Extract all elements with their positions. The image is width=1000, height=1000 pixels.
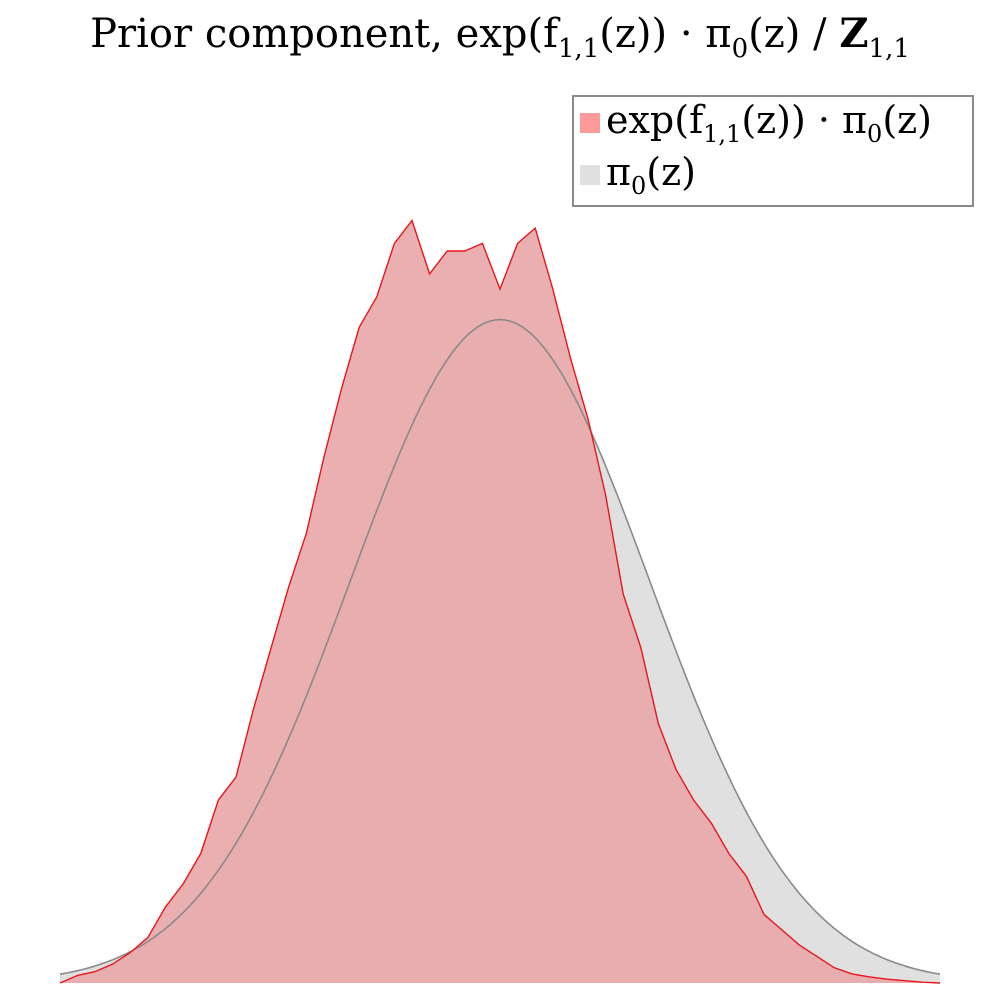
legend: exp(f1,1(z)) · π0(z) π0(z): [572, 95, 974, 207]
prior-density-line: [59, 318, 941, 975]
legend-label-weighted: exp(f1,1(z)) · π0(z): [606, 98, 932, 148]
chart-title: Prior component, exp(f1,1(z)) · π0(z) / …: [90, 10, 910, 64]
legend-swatch-weighted: [580, 113, 600, 133]
legend-swatch-prior: [580, 165, 600, 185]
legend-label-prior: π0(z): [606, 150, 696, 200]
weighted-density-area: [60, 220, 940, 983]
weighted-density-line: [59, 219, 941, 984]
legend-entry-weighted: exp(f1,1(z)) · π0(z): [580, 98, 932, 148]
legend-entry-prior: π0(z): [580, 150, 696, 200]
